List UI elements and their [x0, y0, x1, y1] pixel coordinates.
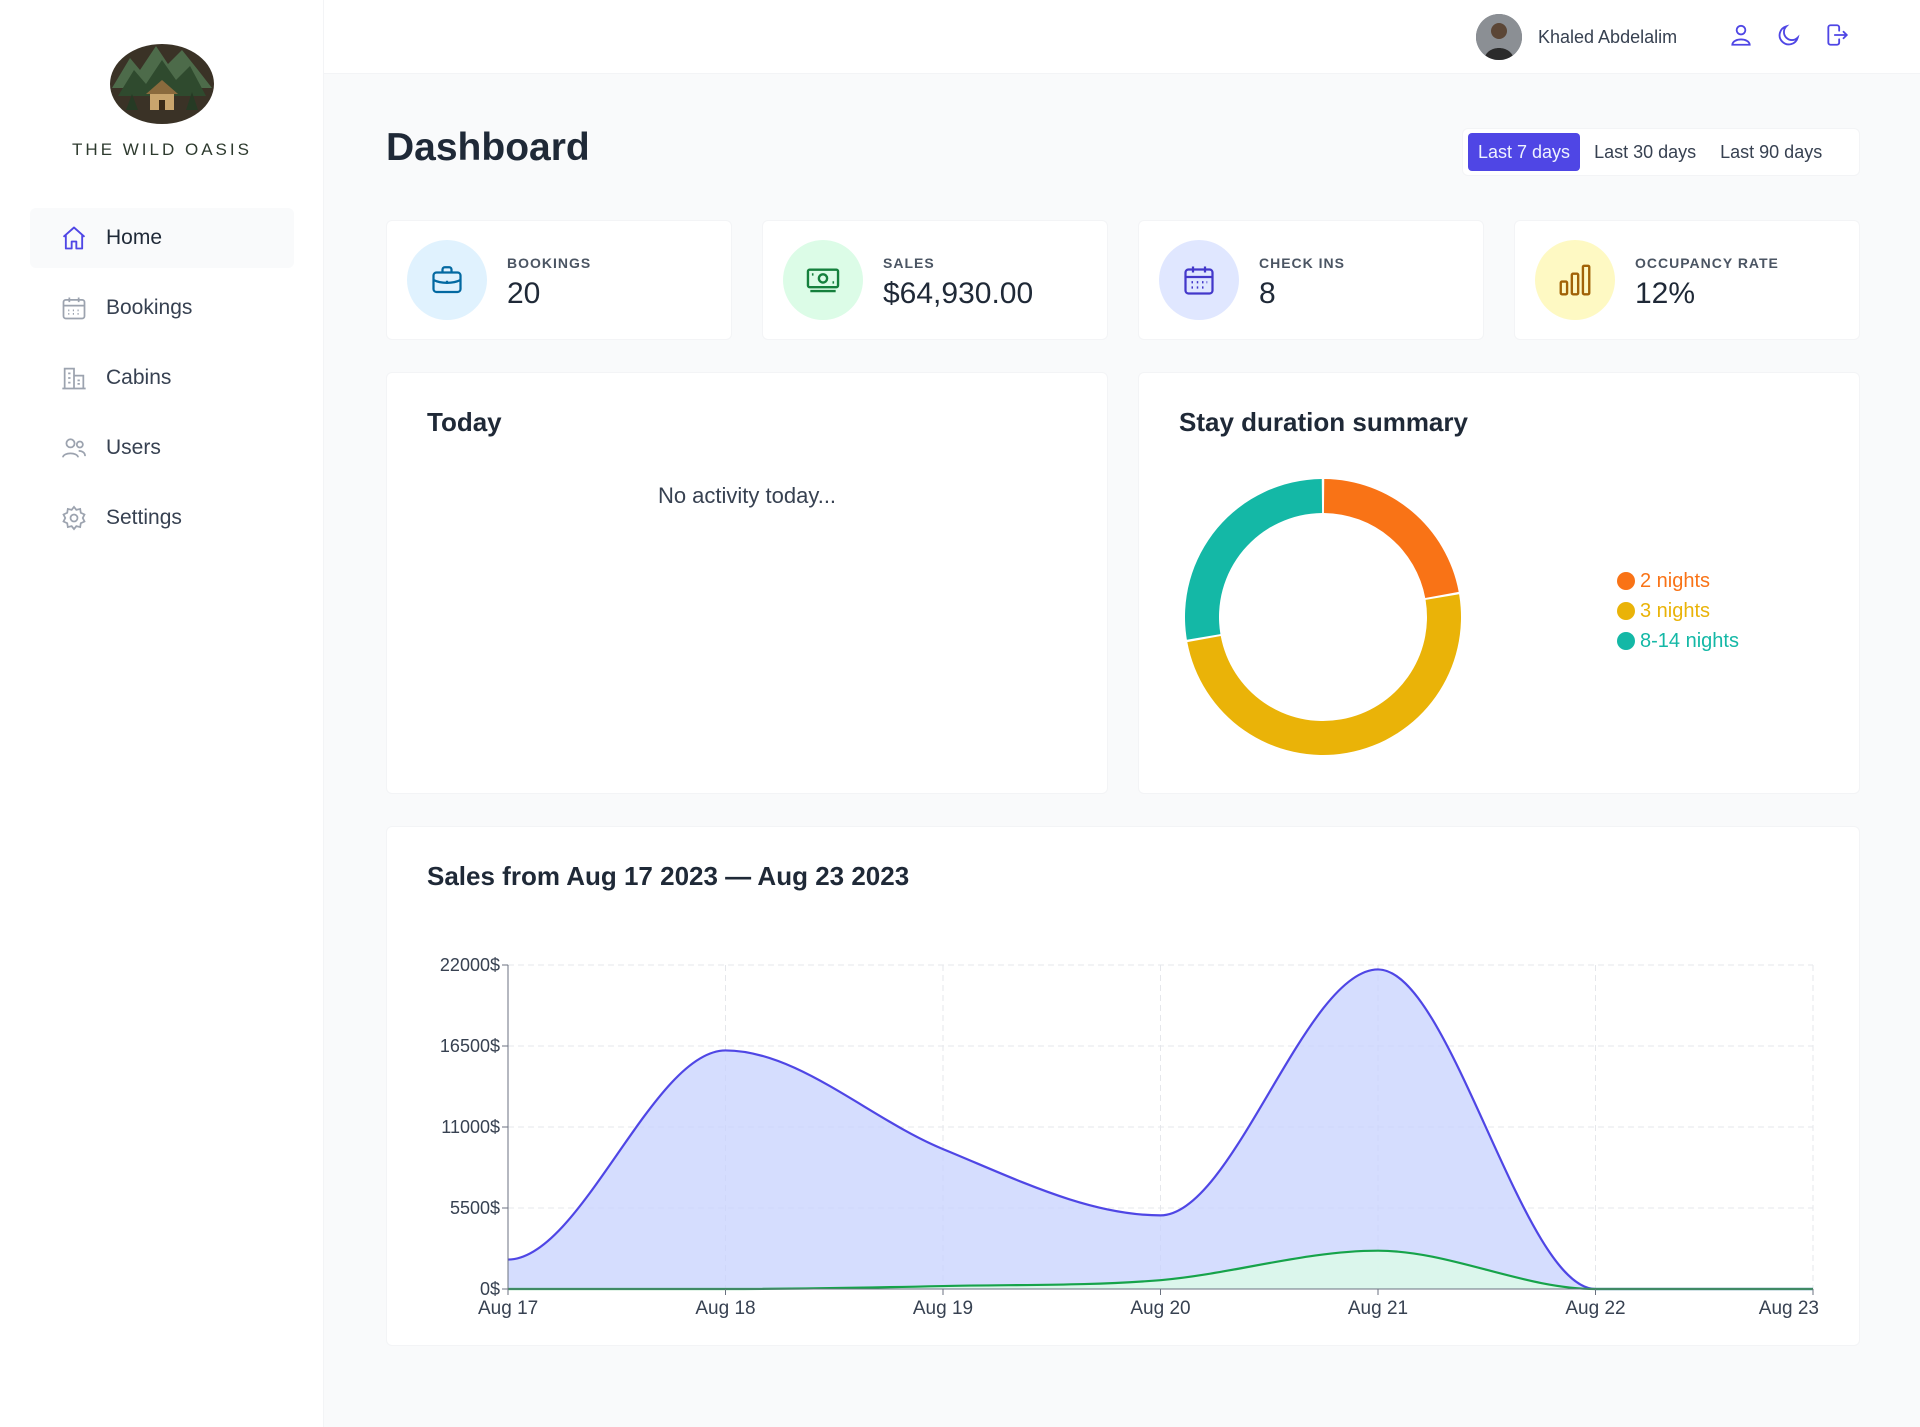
duration-legend: 2 nights 3 nights 8-14 nights — [1617, 566, 1739, 656]
stat-icon-sales — [783, 240, 863, 320]
filter-last-90-days[interactable]: Last 90 days — [1720, 141, 1823, 162]
stat-label: CHECK INS — [1259, 255, 1346, 271]
stat-label: BOOKINGS — [507, 255, 592, 271]
stat-value: 12% — [1635, 277, 1696, 310]
header: Khaled Abdelalim — [324, 0, 1920, 74]
brand-name: THE WILD OASIS — [72, 140, 252, 159]
users-icon — [62, 438, 86, 458]
legend-label: 8-14 nights — [1640, 629, 1739, 652]
series-line — [507, 968, 1813, 1291]
building-icon — [62, 367, 86, 390]
pie-slice — [1187, 594, 1462, 756]
header-actions — [1728, 22, 1850, 48]
y-tick-label: 16500$ — [440, 1036, 500, 1056]
calendar-days-icon — [1184, 266, 1214, 295]
duration-pie-chart — [1185, 479, 1462, 756]
logo-icon — [110, 44, 214, 124]
sidebar-nav: Home Bookings Cabins Users Settings — [30, 208, 294, 558]
page-title: Dashboard — [386, 126, 590, 169]
legend-item: 3 nights — [1617, 596, 1739, 626]
stat-sales: SALES $64,930.00 — [762, 220, 1108, 340]
duration-title: Stay duration summary — [1179, 407, 1468, 437]
y-tick-label: 0$ — [480, 1279, 500, 1299]
today-title: Today — [427, 407, 502, 437]
series-area — [508, 969, 1813, 1289]
stat-check-ins: CHECK INS 8 — [1138, 220, 1484, 340]
sidebar-item-users[interactable]: Users — [30, 418, 294, 478]
filter-last-30-days[interactable]: Last 30 days — [1594, 141, 1697, 162]
legend-label: 3 nights — [1640, 599, 1711, 622]
duration-card: Stay duration summary 2 nights 3 nights 8-… — [1138, 372, 1860, 794]
x-tick-label: Aug 21 — [1348, 1298, 1408, 1319]
briefcase-icon — [432, 266, 462, 294]
stat-value: 8 — [1259, 277, 1276, 310]
sidebar-item-label: Bookings — [106, 296, 193, 319]
series-area — [508, 1250, 1813, 1289]
legend-dot — [1617, 572, 1635, 590]
x-tick-label: Aug 20 — [1130, 1298, 1190, 1319]
user-name: Khaled Abdelalim — [1538, 26, 1678, 47]
legend-item: 8-14 nights — [1617, 626, 1739, 656]
legend-dot — [1617, 602, 1635, 620]
stat-value: 20 — [507, 277, 541, 310]
sidebar-item-bookings[interactable]: Bookings — [30, 278, 294, 338]
date-filter: Last 7 days Last 30 days Last 90 days — [1462, 128, 1860, 176]
legend-label: 2 nights — [1640, 569, 1711, 592]
filter-last-7-days[interactable]: Last 7 days — [1468, 133, 1581, 171]
sidebar-item-home[interactable]: Home — [30, 208, 294, 268]
chart-bar-icon — [1559, 264, 1591, 296]
stat-label: OCCUPANCY RATE — [1635, 255, 1779, 271]
sidebar-item-label: Settings — [106, 506, 182, 529]
stat-bookings: BOOKINGS 20 — [386, 220, 732, 340]
moon-icon[interactable] — [1776, 22, 1802, 48]
home-icon — [62, 226, 86, 250]
calendar-icon — [62, 297, 86, 320]
y-tick-label: 5500$ — [450, 1198, 500, 1218]
pie-slice — [1323, 479, 1459, 599]
legend-item: 2 nights — [1617, 566, 1739, 596]
sidebar: THE WILD OASIS Home Bookings Cabins User… — [0, 0, 324, 1427]
sidebar-item-cabins[interactable]: Cabins — [30, 348, 294, 408]
x-tick-label: Aug 19 — [913, 1298, 973, 1319]
gear-icon — [62, 505, 86, 531]
sales-title: Sales from Aug 17 2023 — Aug 23 2023 — [427, 861, 910, 891]
y-tick-label: 11000$ — [441, 1117, 500, 1137]
stat-value: $64,930.00 — [883, 277, 1034, 310]
legend-dot — [1617, 632, 1635, 650]
user-info: Khaled Abdelalim — [1476, 14, 1677, 60]
stat-icon-occupancy — [1535, 240, 1615, 320]
x-tick-label: Aug 18 — [695, 1298, 755, 1319]
sales-card: Sales from Aug 17 2023 — Aug 23 2023 0$ 5… — [386, 826, 1860, 1346]
stat-icon-bookings — [407, 240, 487, 320]
sidebar-item-label: Users — [106, 436, 161, 459]
sidebar-item-settings[interactable]: Settings — [30, 488, 294, 548]
avatar — [1476, 14, 1522, 60]
user-icon[interactable] — [1728, 22, 1754, 48]
no-activity-text: No activity today... — [657, 483, 837, 508]
x-tick-label: Aug 17 — [478, 1298, 538, 1319]
stat-label: SALES — [883, 255, 935, 271]
avatar-image — [1476, 14, 1522, 60]
y-tick-label: 22000$ — [440, 955, 500, 975]
logout-icon[interactable] — [1824, 22, 1850, 48]
x-tick-label: Aug 23 — [1759, 1298, 1819, 1319]
today-card: Today No activity today... — [386, 372, 1108, 794]
logo: THE WILD OASIS — [0, 36, 324, 160]
x-tick-label: Aug 22 — [1565, 1298, 1625, 1319]
stat-icon-check-ins — [1159, 240, 1239, 320]
sidebar-item-label: Cabins — [106, 366, 172, 389]
stat-occupancy-rate: OCCUPANCY RATE 12% — [1514, 220, 1860, 340]
sales-area-chart: 0$ 5500$ 11000$ 16500$ 22000$ Aug 17 Aug 18 Aug… — [440, 955, 1819, 1319]
sidebar-item-label: Home — [106, 226, 163, 249]
pie-slice — [1185, 479, 1323, 640]
banknotes-icon — [806, 268, 840, 293]
